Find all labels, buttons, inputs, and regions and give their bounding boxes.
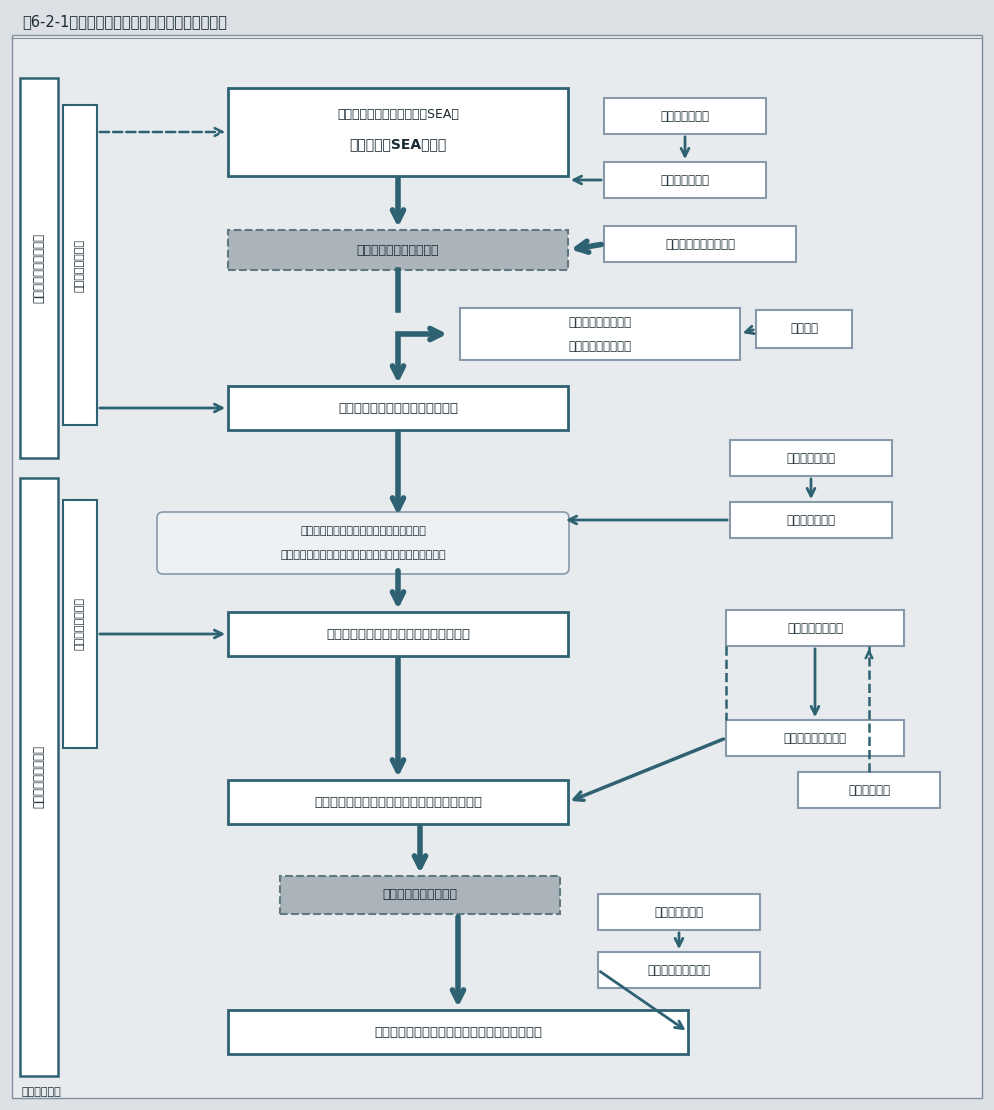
Bar — [63, 105, 97, 425]
Text: 許認可等権者の意見: 許認可等権者の意見 — [783, 731, 847, 745]
Text: 主務大臣の意見: 主務大臣の意見 — [660, 173, 710, 186]
Bar — [228, 386, 568, 430]
Text: 対象事業に係る計画策定: 対象事業に係る計画策定 — [357, 243, 439, 256]
Bar — [280, 876, 560, 914]
Bar — [726, 610, 904, 646]
Bar — [228, 88, 568, 176]
Text: 【評価書】環境アセスメント結果の修正・確定: 【評価書】環境アセスメント結果の修正・確定 — [314, 796, 482, 808]
Text: 環境大臣の意見: 環境大臣の意見 — [660, 110, 710, 122]
Text: 【方法書】評価項目・手法の選定: 【方法書】評価項目・手法の選定 — [338, 402, 458, 414]
Text: 住民・知事等意見: 住民・知事等意見 — [75, 597, 85, 650]
Text: 住民・知事等意見: 住民・知事等意見 — [75, 239, 85, 292]
Bar — [604, 162, 766, 198]
Text: 評価項目、調査・予測及び評価手法の選定: 評価項目、調査・予測及び評価手法の選定 — [300, 526, 426, 536]
Bar — [730, 440, 892, 476]
Bar — [63, 500, 97, 748]
Text: 資料：環境省: 資料：環境省 — [22, 1087, 62, 1097]
Bar — [730, 502, 892, 538]
Text: 【準備書】環境アセスメント結果の公表: 【準備書】環境アセスメント結果の公表 — [326, 627, 470, 640]
Bar — [604, 98, 766, 134]
Bar — [228, 780, 568, 824]
Bar — [726, 720, 904, 756]
Text: 【報告書】環境保全措置等の結果の報告・公表: 【報告書】環境保全措置等の結果の報告・公表 — [374, 1026, 542, 1039]
Text: 事業実施段階の手続: 事業実施段階の手続 — [33, 746, 46, 808]
FancyBboxPatch shape — [157, 512, 569, 574]
Text: 許認可等権者が判定: 許認可等権者が判定 — [569, 340, 631, 353]
Bar — [604, 226, 796, 262]
Text: 調査・予測・評価の結果に基づき、環境保全措置を検討: 調査・予測・評価の結果に基づき、環境保全措置を検討 — [280, 549, 446, 561]
Text: 地方公共団体: 地方公共団体 — [848, 784, 890, 797]
Text: 配慮書の内容等を考慮: 配慮書の内容等を考慮 — [665, 238, 735, 251]
Text: 許認可等権者の意見: 許認可等権者の意見 — [647, 963, 711, 977]
Bar — [20, 78, 58, 458]
Bar — [228, 612, 568, 656]
Text: 環境大臣の意見: 環境大臣の意見 — [654, 906, 704, 918]
Bar — [20, 478, 58, 1076]
Text: 事業実施段階前の手続: 事業実施段階前の手続 — [33, 233, 46, 303]
Bar — [228, 1010, 688, 1054]
Text: 環境大臣の意見: 環境大臣の意見 — [786, 452, 836, 464]
Bar — [228, 230, 568, 270]
Text: 環境大臣の意見等: 環境大臣の意見等 — [787, 622, 843, 635]
Text: 知事意見: 知事意見 — [790, 323, 818, 335]
Bar — [756, 310, 852, 349]
Text: 主務大臣の意見: 主務大臣の意見 — [786, 514, 836, 526]
Text: 図6-2-1　改正後の環境影響評価法の手続の流れ: 図6-2-1 改正後の環境影響評価法の手続の流れ — [22, 14, 227, 30]
Bar — [460, 307, 740, 360]
Text: 許認可等・事業の実施: 許認可等・事業の実施 — [383, 888, 457, 901]
Bar — [798, 771, 940, 808]
Text: 【配慮書】SEAの結果: 【配慮書】SEAの結果 — [349, 137, 446, 151]
Text: スクリーニング手続: スクリーニング手続 — [569, 315, 631, 329]
Text: 計画段階配慮事項の検討（SEA）: 計画段階配慮事項の検討（SEA） — [337, 108, 459, 121]
Bar — [598, 894, 760, 930]
Bar — [598, 952, 760, 988]
